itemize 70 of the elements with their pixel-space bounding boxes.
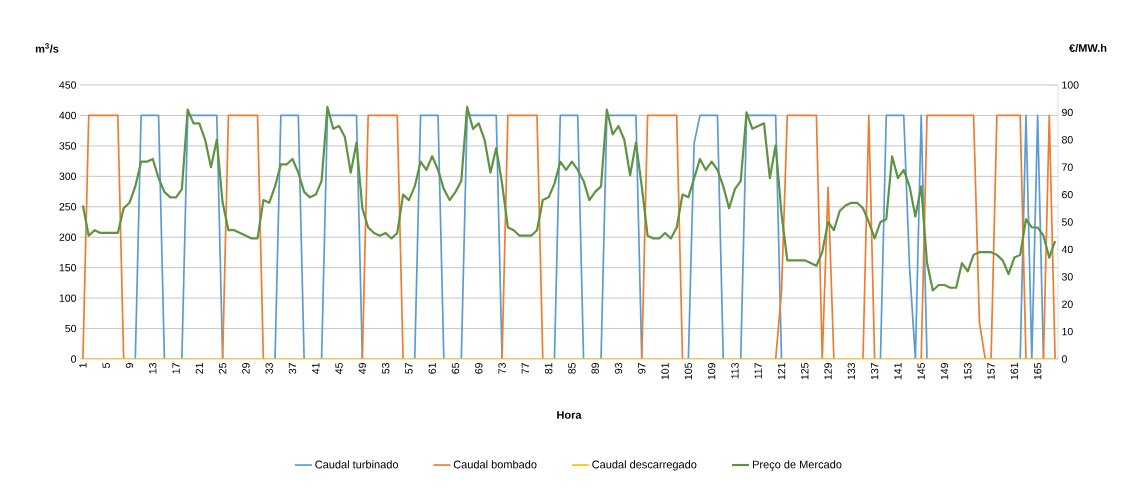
x-tick-label: 73 <box>498 362 506 374</box>
x-tick-label: 69 <box>475 363 483 374</box>
y2-tick-label: 90 <box>1062 108 1073 117</box>
x-tick-label: 45 <box>335 362 343 374</box>
x-tick-label: 113 <box>731 362 739 379</box>
x-axis-title: Hora <box>557 411 582 419</box>
x-tick-label: 41 <box>312 363 320 374</box>
x-tick-label: 65 <box>451 362 460 374</box>
x-tick-label: 125 <box>801 362 809 380</box>
x-tick-label: 61 <box>428 363 436 374</box>
x-tick-label: 29 <box>242 363 250 374</box>
x-tick-label: 49 <box>358 363 367 374</box>
y2-tick-label: 100 <box>1062 81 1079 89</box>
y2-tick-label: 0 <box>1061 355 1067 363</box>
y-tick-label: 200 <box>59 233 77 241</box>
x-tick-label: 21 <box>195 363 204 374</box>
x-tick-label: 77 <box>521 363 529 374</box>
x-tick-label: 121 <box>777 363 786 380</box>
x-tick-label: 145 <box>917 362 925 380</box>
legend-label: Preço de Mercado <box>752 460 842 471</box>
y-tick-label: 400 <box>59 111 77 120</box>
x-tick-label: 57 <box>405 363 413 374</box>
y-tick-label: 350 <box>59 142 77 150</box>
x-tick-label: 133 <box>847 362 856 380</box>
x-tick-label: 105 <box>684 362 693 380</box>
x-tick-label: 149 <box>940 363 949 380</box>
x-tick-label: 5 <box>102 362 110 368</box>
y-tick-label: 100 <box>59 294 77 302</box>
x-tick-label: 81 <box>544 363 553 374</box>
y-tick-label: 450 <box>59 81 77 89</box>
x-tick-label: 89 <box>591 363 599 374</box>
y-tick-label: 50 <box>65 324 77 333</box>
x-tick-label: 9 <box>125 363 134 368</box>
y2-tick-label: 80 <box>1061 136 1073 144</box>
x-tick-label: 141 <box>894 363 902 380</box>
x-tick-label: 161 <box>1010 363 1019 380</box>
y2-tick-label: 40 <box>1061 245 1073 254</box>
x-tick-label: 129 <box>824 363 832 380</box>
x-tick-label: 53 <box>381 362 390 374</box>
x-tick-label: 85 <box>568 362 576 374</box>
x-tick-label: 13 <box>149 362 157 374</box>
y2-axis-title: €/MW.h <box>1069 43 1107 53</box>
y-axis-title: m$^{3}$/s <box>35 43 59 53</box>
x-tick-label: 137 <box>870 363 879 380</box>
x-tick-label: 101 <box>661 363 669 380</box>
legend-label: Caudal descarregado <box>592 460 697 471</box>
legend-label: Caudal bombado <box>453 460 537 469</box>
x-tick-label: 157 <box>987 363 995 380</box>
y2-tick-label: 10 <box>1062 327 1073 336</box>
x-tick-label: 117 <box>754 363 762 379</box>
x-tick-label: 1 <box>79 363 87 368</box>
y2-tick-label: 70 <box>1062 163 1073 171</box>
x-tick-label: 165 <box>1033 362 1042 380</box>
x-tick-label: 153 <box>964 362 972 380</box>
x-tick-label: 93 <box>614 362 623 374</box>
x-tick-label: 37 <box>288 363 297 374</box>
y2-tick-label: 60 <box>1062 190 1073 199</box>
x-tick-label: 17 <box>172 363 180 374</box>
x-tick-label: 25 <box>218 362 227 374</box>
x-tick-label: 109 <box>707 363 716 380</box>
y-tick-label: 150 <box>59 263 77 272</box>
y2-tick-label: 50 <box>1061 218 1073 226</box>
x-tick-label: 97 <box>638 363 646 374</box>
y-tick-label: 250 <box>59 203 77 211</box>
y-tick-label: 0 <box>71 355 77 363</box>
x-tick-label: 33 <box>265 362 273 374</box>
legend-label: Caudal turbinado <box>315 460 399 469</box>
y-tick-label: 300 <box>59 172 77 181</box>
y2-tick-label: 30 <box>1061 273 1073 281</box>
y2-tick-label: 20 <box>1062 300 1073 308</box>
